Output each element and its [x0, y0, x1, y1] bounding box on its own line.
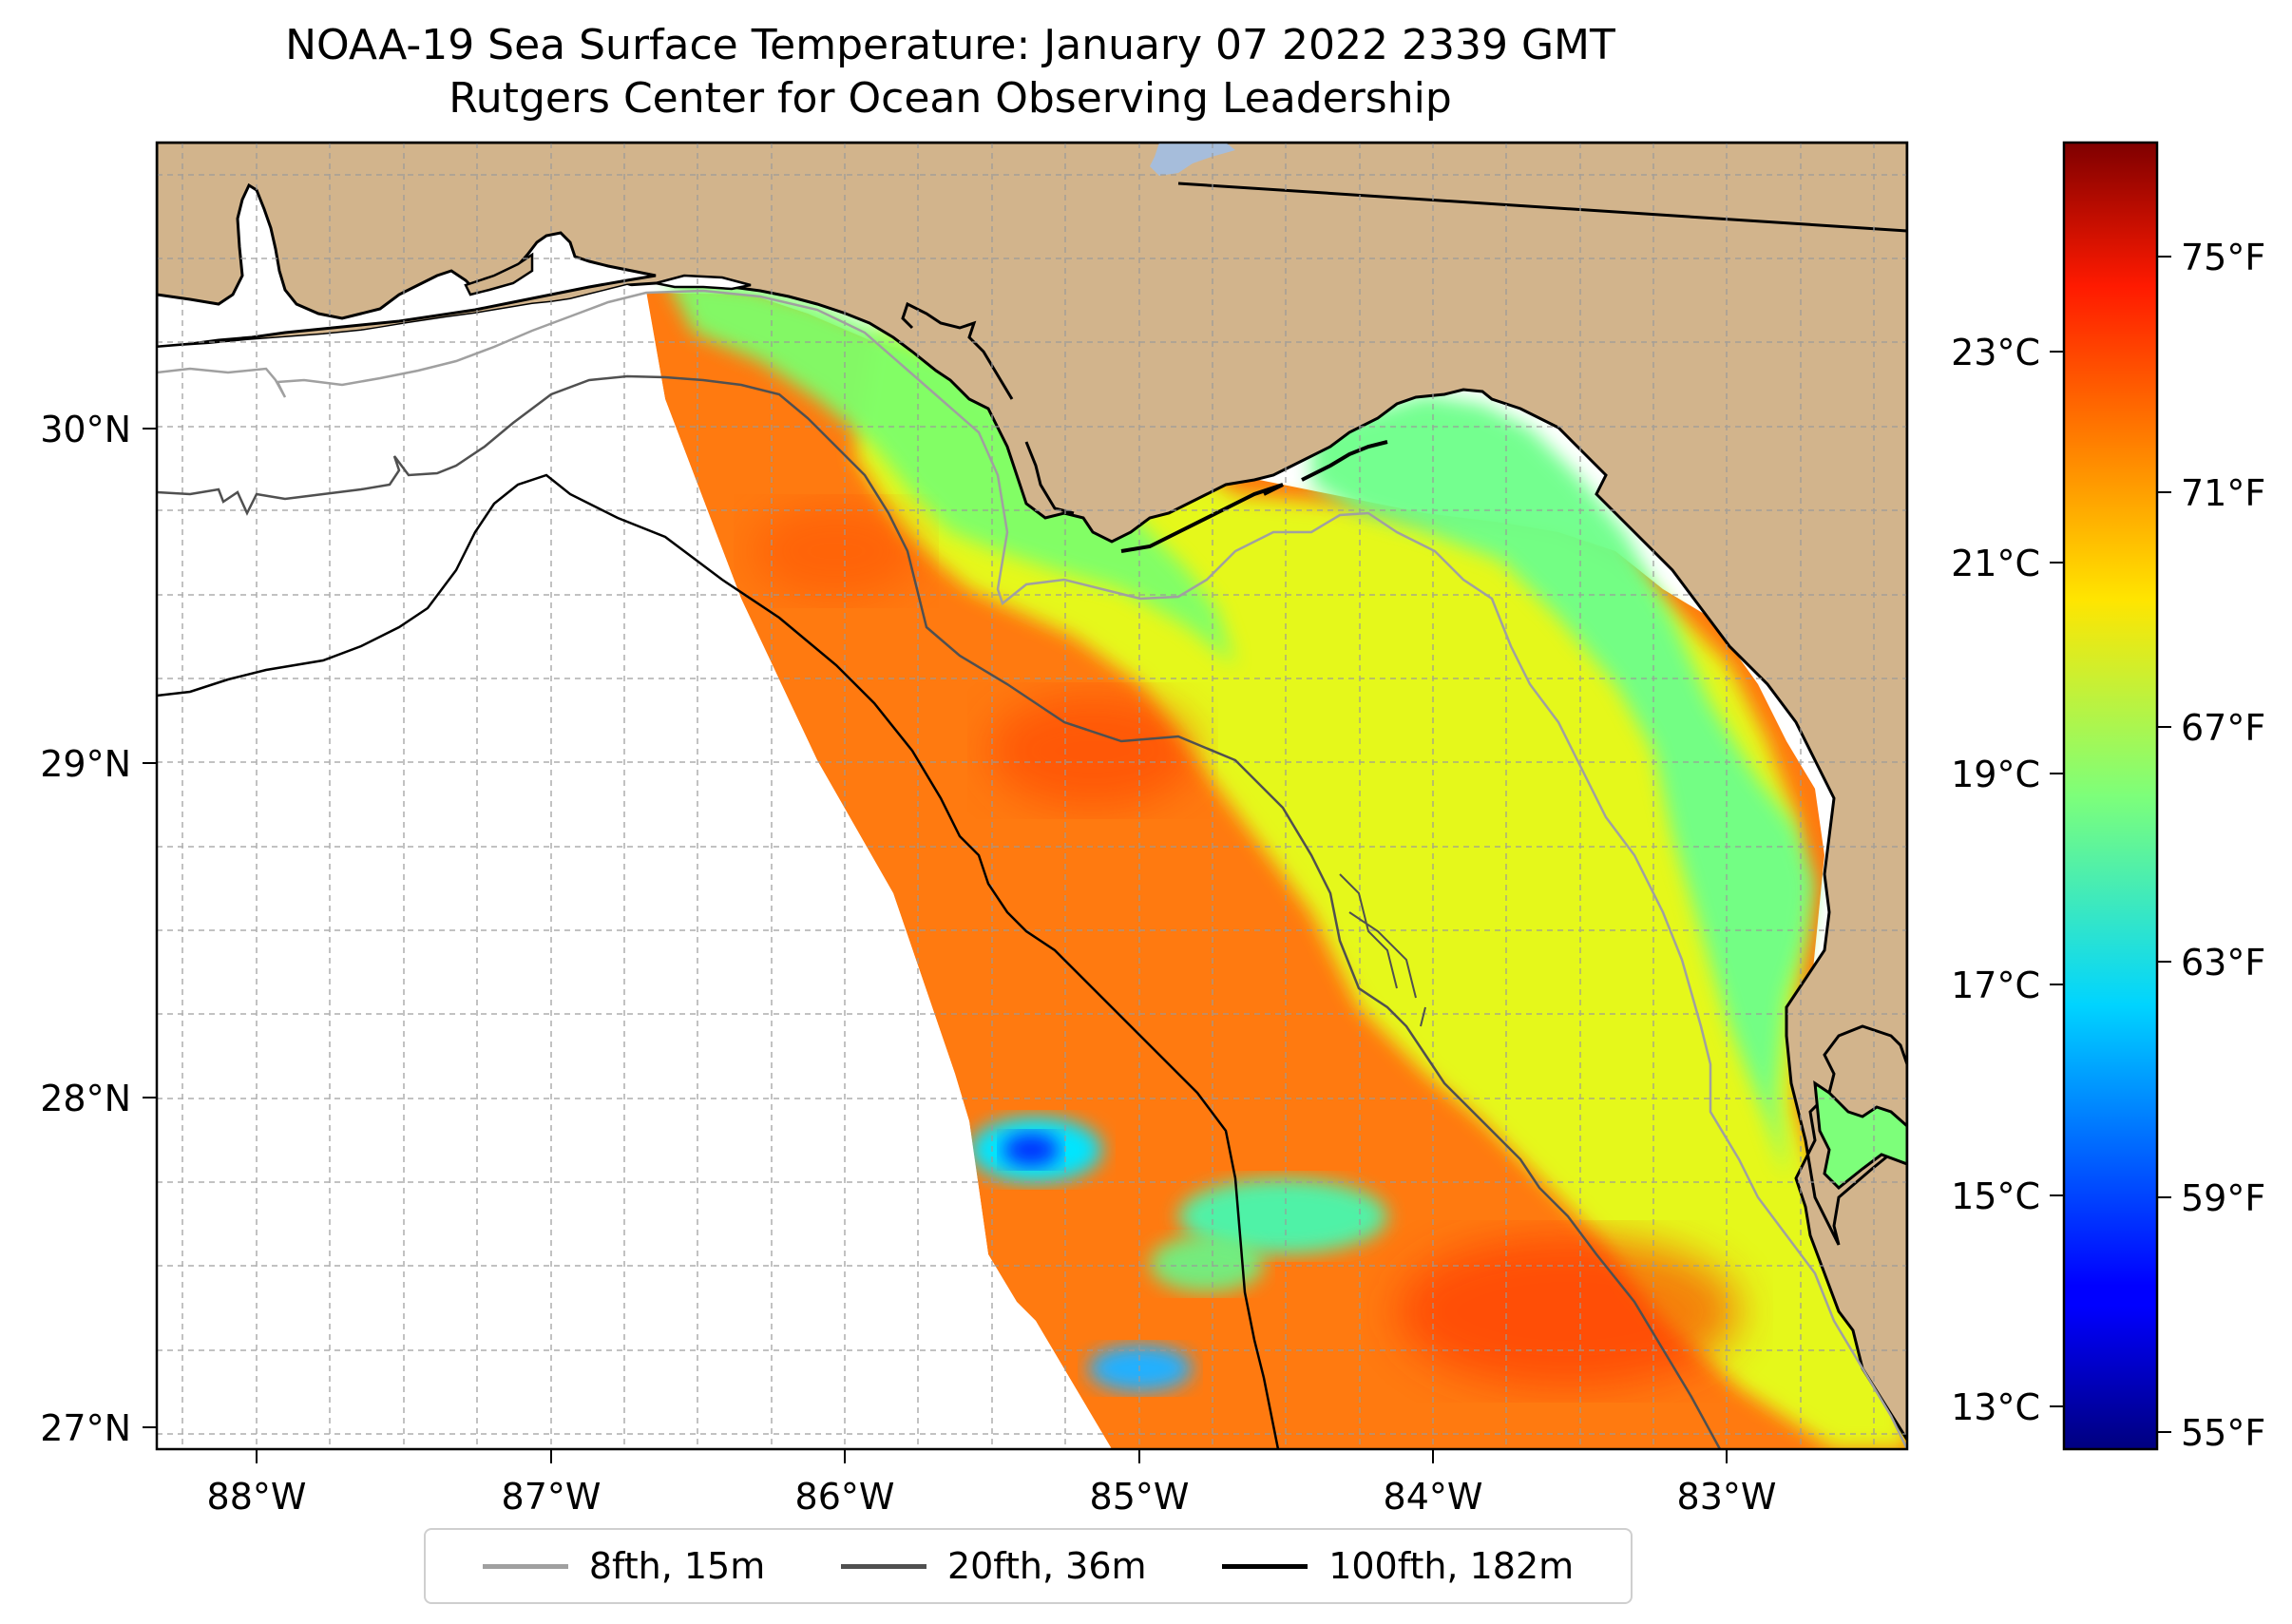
lat-tick-label: 28°N [40, 1078, 131, 1119]
apalachee-river [901, 301, 1014, 400]
colorbar-fahrenheit-label: 67°F [2181, 707, 2265, 749]
lat-tick-label: 29°N [40, 743, 131, 785]
legend-line-20fth [840, 1563, 926, 1569]
colorbar-fahrenheit-label: 71°F [2181, 472, 2265, 514]
lon-tick-label: 83°W [1677, 1476, 1777, 1518]
swath-edge-mask [157, 285, 1112, 1449]
sst-warm-core-3 [751, 504, 922, 599]
colorbar-fahrenheit-label: 63°F [2181, 942, 2265, 984]
colorbar-celsius-label: 15°C [1951, 1175, 2040, 1217]
colorbar-celsius-label: 13°C [1951, 1386, 2040, 1428]
sst-warm-core-2 [1397, 1235, 1739, 1387]
map-content [157, 143, 1907, 1449]
colorbar [2062, 141, 2159, 1451]
lon-tick-label: 86°W [795, 1476, 895, 1518]
colorbar-fahrenheit-label: 59°F [2181, 1177, 2265, 1219]
sst-cold-patch-5 [1150, 1235, 1264, 1292]
lon-tick-marks [256, 1449, 1728, 1463]
sst-band-green-east [1311, 394, 1815, 1178]
legend-label: 100fth, 182m [1328, 1545, 1575, 1587]
lon-tick-label: 88°W [207, 1476, 307, 1518]
sst-cold-patch-2 [1003, 1133, 1060, 1167]
legend-item-8fth: 8fth, 15m [482, 1545, 766, 1587]
chart-title: NOAA-19 Sea Surface Temperature: January… [285, 21, 1615, 69]
lon-tick-label: 84°W [1384, 1476, 1483, 1518]
lake-seminole [1150, 143, 1235, 176]
colorbar-celsius-ticks [2050, 351, 2064, 1407]
legend-item-100fth: 100fth, 182m [1222, 1545, 1574, 1587]
state-border [1177, 182, 1907, 233]
isobath-20fth [157, 374, 1722, 1449]
chart-subtitle: Rutgers Center for Ocean Observing Leade… [449, 74, 1452, 123]
sst-warm-core-1 [988, 694, 1197, 808]
lon-tick-label: 87°W [502, 1476, 602, 1518]
isobath-legend: 8fth, 15m 20fth, 36m 100fth, 182m [424, 1528, 1633, 1604]
lon-tick-label: 85°W [1090, 1476, 1190, 1518]
legend-label: 20fth, 36m [946, 1545, 1147, 1587]
land-mass [157, 143, 1907, 1442]
choctawhatchee-bay [655, 274, 752, 291]
legend-label: 8fth, 15m [588, 1545, 766, 1587]
sst-cold-patch-3 [1178, 1178, 1387, 1254]
isobath-8fth [157, 289, 1907, 1449]
colorbar-fahrenheit-label: 75°F [2181, 237, 2265, 278]
st-joseph-bay [1301, 440, 1388, 482]
gridlines [157, 143, 1907, 1449]
legend-item-20fth: 20fth, 36m [840, 1545, 1147, 1587]
legend-line-100fth [1222, 1563, 1308, 1569]
colorbar-celsius-label: 23°C [1951, 332, 2040, 373]
legend-line-8fth [482, 1563, 568, 1569]
lat-tick-marks [143, 428, 157, 1428]
isobath-100fth [157, 473, 1280, 1449]
colorbar-celsius-label: 21°C [1951, 543, 2040, 584]
tampa-bay [1813, 1079, 1907, 1191]
lat-tick-label: 30°N [40, 409, 131, 450]
map-frame [155, 141, 1909, 1451]
isobath-20fth-islands [1339, 873, 1426, 1027]
sst-cold-patch-4 [1088, 1345, 1193, 1392]
big-bend-lagoon [1120, 483, 1284, 553]
colorbar-celsius-label: 17°C [1951, 965, 2040, 1006]
lat-tick-label: 27°N [40, 1407, 131, 1449]
colorbar-celsius-label: 19°C [1951, 754, 2040, 795]
colorbar-fahrenheit-label: 55°F [2181, 1412, 2265, 1454]
colorbar-fahrenheit-ticks [2157, 256, 2171, 1433]
sst-band-green [665, 276, 1235, 665]
